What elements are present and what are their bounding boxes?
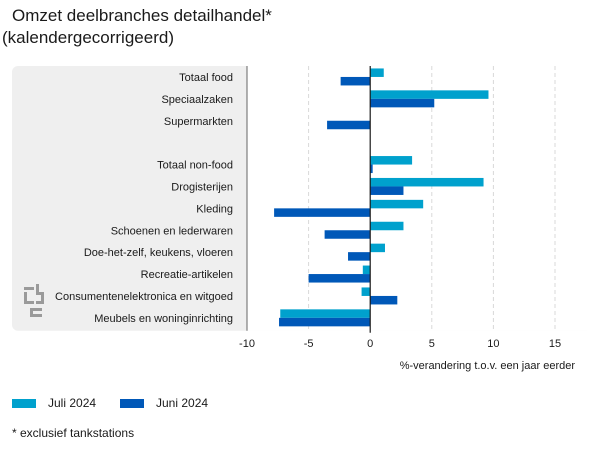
x-tick-label-1: -5 [304,338,314,350]
bar-juli-11 [280,309,371,318]
logo-part-8 [30,308,33,314]
chart-title: Omzet deelbranches detailhandel* (kalend… [2,5,272,49]
bar-juli-8 [370,243,385,253]
bar-juni-1 [370,98,435,108]
legend-label-juli: Juli 2024 [48,396,97,410]
x-tick-label-4: 10 [487,338,499,350]
bar-juli-6 [370,199,424,209]
logo-part-5 [41,295,44,301]
legend-swatch-juni [120,399,144,408]
bar-juli-5 [370,177,484,187]
logo-part-3 [36,284,39,295]
x-tick-label-2: 0 [367,338,373,350]
cbs-logo-icon [24,284,44,317]
bar-juli-0 [370,68,384,77]
bar-juli-10 [361,287,371,296]
footnote: * exclusief tankstations [12,426,135,440]
logo-part-9 [30,314,42,317]
category-label-7: Schoenen en lederwaren [111,225,233,237]
x-tick-label-0: -10 [239,338,255,350]
bar-juni-8 [348,252,371,261]
title-line-2: (kalendergecorrigeerd) [2,28,174,47]
bar-juni-5 [370,186,404,195]
bar-juni-4 [370,164,373,174]
bar-juni-7 [324,230,371,239]
category-label-6: Kleding [196,203,233,215]
category-label-8: Doe-het-zelf, keukens, vloeren [84,247,233,259]
legend-swatch-juli [12,399,36,408]
bar-juli-4 [370,156,413,165]
category-label-10: Consumentenelektronica en witgoed [55,291,233,303]
bar-juni-11 [279,317,371,327]
logo-part-2 [24,301,34,304]
logo-part-0 [24,287,34,290]
logo-part-7 [30,308,42,311]
category-label-4: Totaal non-food [157,160,233,172]
bar-juni-10 [370,295,398,305]
category-label-5: Drogisterijen [171,181,233,193]
legend-label-juni: Juni 2024 [156,396,209,410]
bar-juli-7 [370,221,404,231]
category-label-9: Recreatie-artikelen [141,269,233,281]
logo-part-6 [36,301,44,304]
plot-area [247,66,592,331]
bar-juni-9 [308,274,371,283]
x-axis-title: %-verandering t.o.v. een jaar eerder [400,360,576,372]
bar-juli-9 [362,265,371,275]
bar-juli-1 [370,90,489,99]
bar-juni-0 [340,76,371,86]
bar-juni-6 [274,208,371,217]
category-label-11: Meubels en woninginrichting [94,313,233,325]
x-tick-label-5: 15 [549,338,561,350]
logo-part-4 [36,292,44,295]
category-label-2: Supermarkten [164,116,233,128]
x-tick-label-3: 5 [429,338,435,350]
category-label-0: Totaal food [179,72,233,84]
logo-part-1 [24,292,27,304]
title-line-1: Omzet deelbranches detailhandel* [12,6,272,25]
bar-juni-2 [327,120,371,130]
category-label-1: Speciaalzaken [161,94,233,106]
bar-chart: Totaal food Speciaalzaken Supermarkten Tota… [12,66,592,372]
